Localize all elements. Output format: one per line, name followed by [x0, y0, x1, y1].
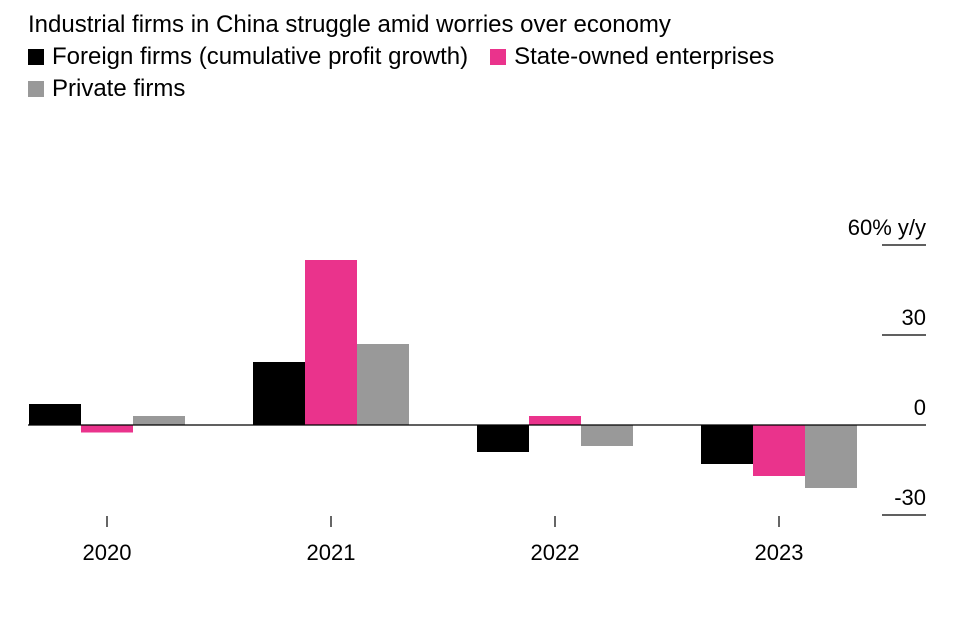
bar-2020-series-2	[133, 416, 185, 425]
bar-2023-series-1	[753, 425, 805, 476]
bar-2020-series-1	[81, 425, 133, 433]
legend-label-foreign: Foreign firms (cumulative profit growth)	[52, 43, 469, 70]
chart-title: Industrial firms in China struggle amid …	[28, 11, 671, 38]
x-tick-label-2020: 2020	[83, 540, 132, 565]
y-tick-label-3: -30	[894, 485, 926, 510]
legend-swatch-private	[28, 81, 44, 97]
legend-item-state-owned: State-owned enterprises	[490, 41, 774, 73]
bar-2021-series-1	[305, 260, 357, 425]
x-tick-label-2022: 2022	[531, 540, 580, 565]
legend-label-state-owned: State-owned enterprises	[514, 43, 775, 70]
bar-2020-series-0	[29, 404, 81, 425]
legend-label-private: Private firms	[52, 75, 186, 102]
bar-2021-series-0	[253, 362, 305, 425]
y-tick-label-2: 0	[914, 395, 926, 420]
bar-2022-series-1	[529, 416, 581, 425]
bar-2022-series-2	[581, 425, 633, 446]
legend-item-private: Private firms	[28, 73, 185, 105]
bar-2023-series-0	[701, 425, 753, 464]
x-tick-label-2023: 2023	[755, 540, 804, 565]
legend: Foreign firms (cumulative profit growth)…	[28, 41, 928, 105]
y-tick-label-0: 60% y/y	[848, 215, 926, 240]
y-tick-label-1: 30	[902, 305, 926, 330]
bar-2021-series-2	[357, 344, 409, 425]
legend-swatch-foreign	[28, 49, 44, 65]
legend-item-foreign: Foreign firms (cumulative profit growth)	[28, 41, 468, 73]
bar-2023-series-2	[805, 425, 857, 488]
legend-swatch-state-owned	[490, 49, 507, 65]
x-tick-label-2021: 2021	[307, 540, 356, 565]
bar-2022-series-0	[477, 425, 529, 452]
